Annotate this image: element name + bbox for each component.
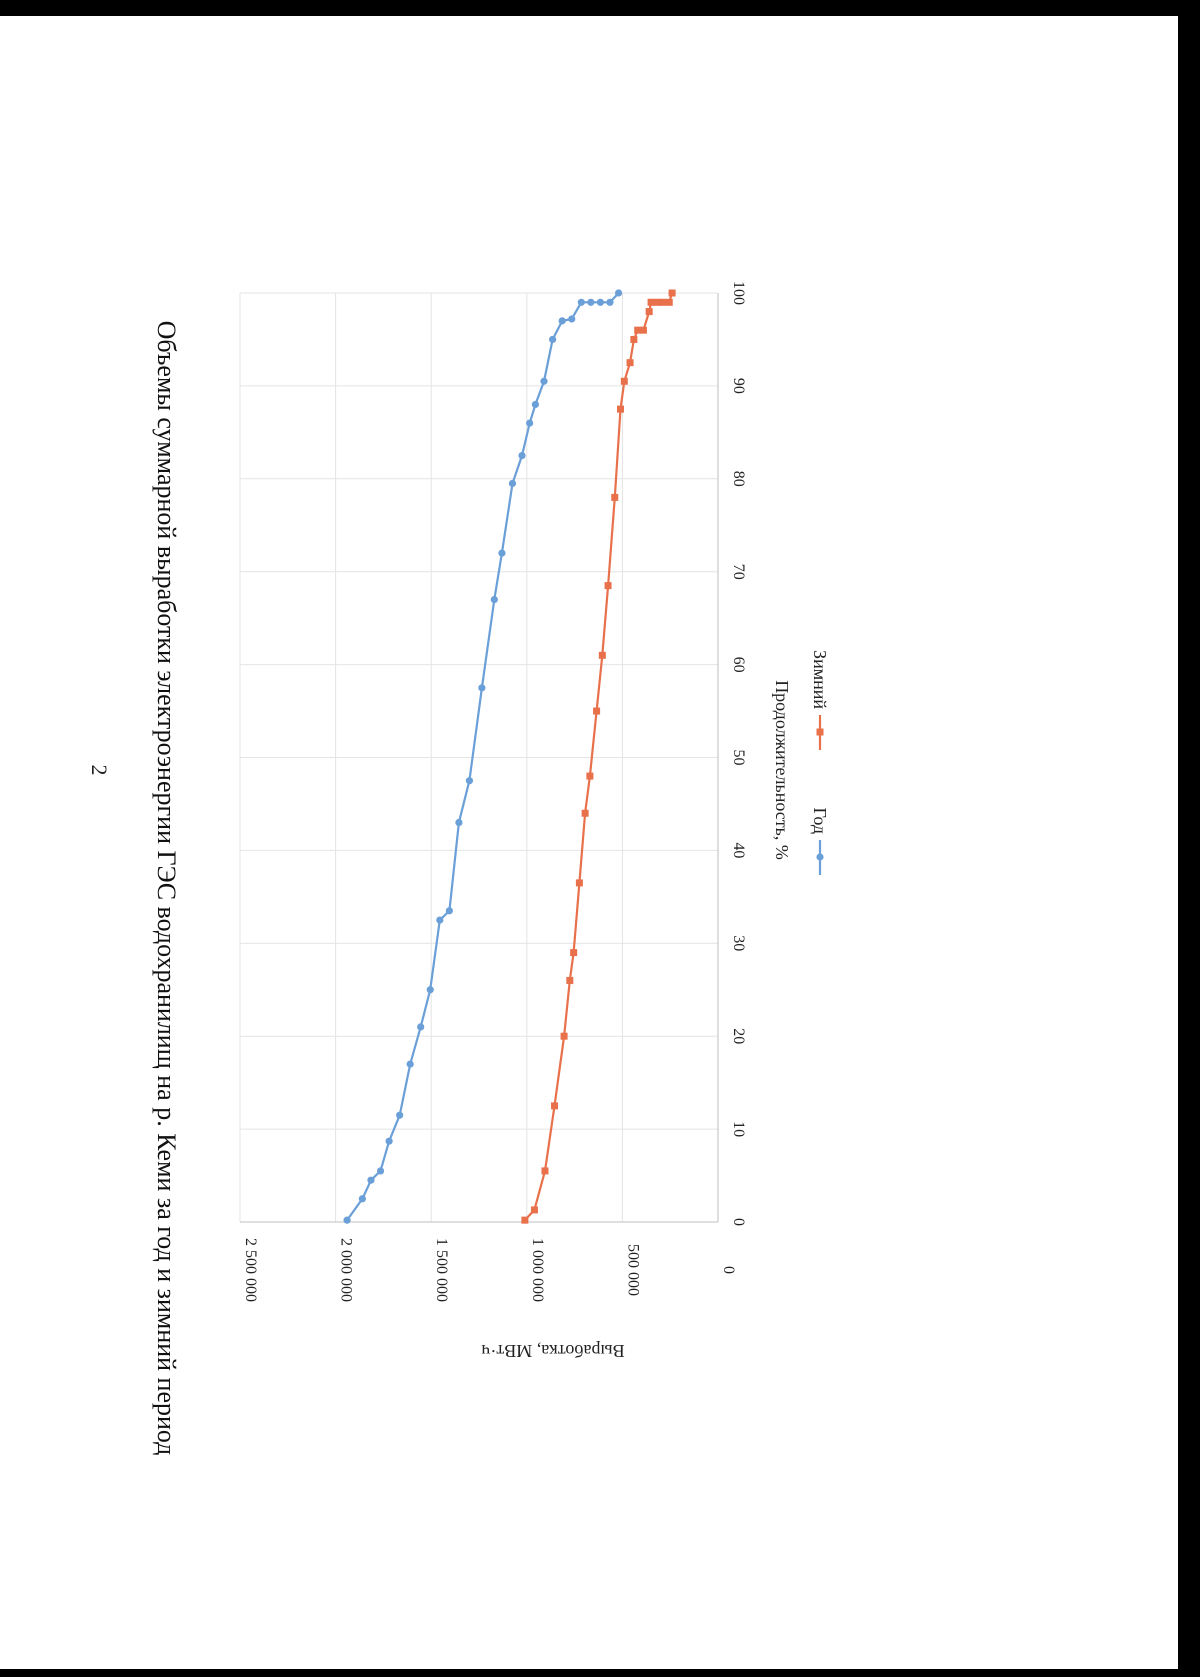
data-point xyxy=(626,359,634,367)
series-layer xyxy=(343,289,676,1224)
duration-tick-label: 40 xyxy=(730,842,747,858)
duration-tick-label: 30 xyxy=(730,935,747,951)
value-tick-label: 1 500 000 xyxy=(433,1238,450,1302)
data-point xyxy=(604,582,612,590)
data-point xyxy=(490,595,498,604)
data-point xyxy=(526,419,534,427)
data-point xyxy=(558,317,566,325)
duration-tick-label: 50 xyxy=(730,750,747,766)
data-point xyxy=(426,986,434,994)
legend: Год Зимний xyxy=(810,650,830,875)
data-point xyxy=(616,405,624,413)
legend-marker xyxy=(816,728,824,736)
data-point xyxy=(659,298,667,306)
series-line xyxy=(524,292,674,1221)
data-point xyxy=(455,818,463,827)
page-number: 2 xyxy=(87,765,112,776)
data-point xyxy=(406,1060,414,1068)
y-axis-title: Выработка, МВт·ч xyxy=(481,1341,624,1361)
value-tick-label: 2 500 000 xyxy=(242,1238,259,1302)
data-point xyxy=(417,1023,425,1031)
value-tick-label: 0 xyxy=(720,1266,737,1274)
data-point xyxy=(465,777,474,785)
data-point xyxy=(581,809,589,817)
data-point xyxy=(521,1216,529,1224)
data-point xyxy=(645,308,653,316)
data-point xyxy=(358,1195,366,1203)
grid-layer xyxy=(239,292,719,1223)
duration-tick-label: 0 xyxy=(730,1218,747,1226)
data-point xyxy=(570,949,578,957)
right-scan-border xyxy=(1178,0,1200,1677)
top-scan-border xyxy=(0,0,1200,16)
legend-item-winter: Зимний xyxy=(810,650,830,750)
data-point xyxy=(630,335,638,343)
value-tick-label: 1 000 000 xyxy=(529,1238,546,1302)
legend-item-year: Год xyxy=(810,808,830,875)
legend-label: Зимний xyxy=(810,650,830,709)
data-point xyxy=(518,451,526,460)
data-point xyxy=(540,377,548,385)
data-point xyxy=(665,298,673,306)
data-point xyxy=(598,651,606,659)
data-point xyxy=(498,549,506,557)
duration-tick-label: 10 xyxy=(730,1121,747,1137)
data-point xyxy=(478,684,486,692)
data-point xyxy=(541,1167,549,1175)
data-point xyxy=(549,335,557,344)
data-point xyxy=(577,298,585,306)
duration-tick-label: 100 xyxy=(730,281,747,305)
data-point xyxy=(668,289,676,297)
duration-tick-label: 60 xyxy=(730,657,747,673)
series-year xyxy=(343,289,623,1224)
chart-title: Объемы суммарной выработки электроэнерги… xyxy=(152,321,181,1456)
data-point xyxy=(586,772,594,780)
data-point xyxy=(647,298,655,306)
series-line xyxy=(346,292,620,1221)
bottom-scan-border xyxy=(0,1669,1200,1677)
data-point xyxy=(587,298,595,306)
data-point xyxy=(560,1032,568,1040)
data-point xyxy=(343,1216,351,1224)
data-point xyxy=(596,298,605,306)
data-point xyxy=(551,1102,559,1110)
data-point xyxy=(508,479,517,488)
data-point xyxy=(653,298,661,306)
data-point xyxy=(445,907,453,915)
data-point xyxy=(385,1137,393,1145)
data-point xyxy=(611,493,619,501)
data-point xyxy=(376,1167,385,1175)
duration-tick-label: 80 xyxy=(730,471,747,487)
duration-tick-label: 70 xyxy=(730,564,747,580)
duration-tick-label: 20 xyxy=(730,1028,747,1044)
data-point xyxy=(593,707,601,715)
data-point xyxy=(568,315,576,323)
axis-layer: 0 500 000 1 000 000 1 500 000 2 000 000 2 500… xyxy=(242,281,792,1361)
value-tick-label: 500 000 xyxy=(624,1244,641,1296)
x-axis-title: Продолжительность, % xyxy=(772,680,792,860)
data-point xyxy=(531,400,540,409)
data-point xyxy=(566,976,574,984)
value-tick-label: 2 000 000 xyxy=(338,1238,355,1302)
data-point xyxy=(530,1206,538,1214)
data-point xyxy=(436,916,444,924)
data-point xyxy=(575,879,583,887)
data-point xyxy=(606,298,614,306)
duration-tick-label: 90 xyxy=(730,378,747,394)
data-point xyxy=(634,326,642,334)
data-point xyxy=(367,1176,375,1184)
legend-marker xyxy=(816,853,824,861)
data-point xyxy=(620,377,628,385)
data-point xyxy=(614,289,623,297)
data-point xyxy=(396,1111,404,1119)
series-winter xyxy=(521,289,676,1224)
data-point xyxy=(639,326,647,334)
legend-label: Год xyxy=(810,808,830,834)
